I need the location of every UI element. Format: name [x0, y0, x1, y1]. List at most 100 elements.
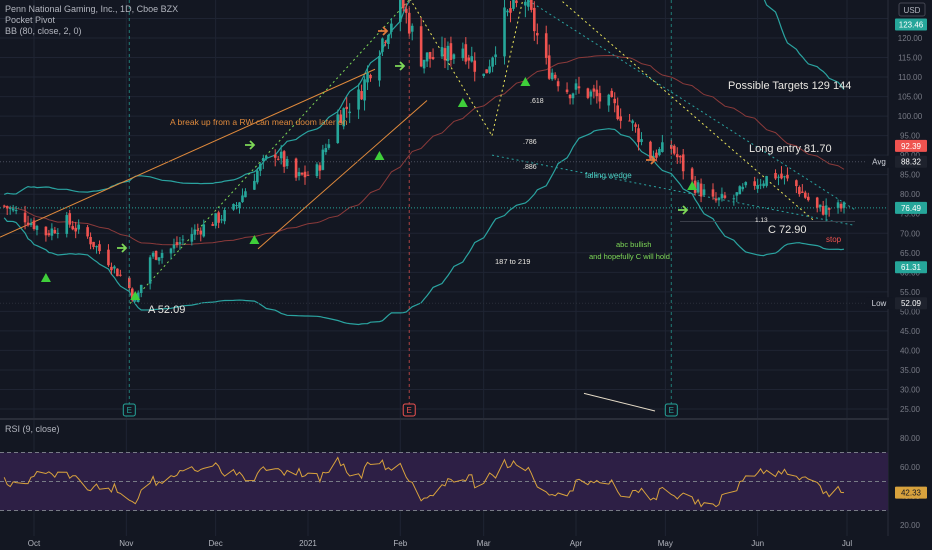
- pivot-triangle: [40, 273, 51, 282]
- pivot-triangle: [374, 151, 385, 160]
- candle-body: [821, 206, 825, 215]
- orange-arrow-2: [646, 155, 657, 165]
- candle-body: [678, 155, 682, 158]
- rising-wedge-upper: [0, 68, 376, 238]
- bb-lower-line: [3, 128, 845, 326]
- symbol-title[interactable]: Penn National Gaming, Inc., 1D, Cboe BZX: [5, 4, 179, 14]
- candle-body: [774, 173, 777, 179]
- rsi-legend[interactable]: RSI (9, close): [5, 424, 60, 434]
- indicator-bollinger[interactable]: BB (80, close, 2, 0): [5, 26, 82, 36]
- candle-body: [321, 149, 325, 170]
- candle-body: [815, 197, 819, 208]
- earnings-badge: [122, 403, 136, 417]
- pivot-triangle: [520, 77, 531, 86]
- bb-basis-line: [4, 54, 845, 246]
- price-tick: 100.00: [898, 112, 923, 121]
- price-label: 123.46: [899, 20, 924, 29]
- candle-body: [297, 172, 301, 177]
- price-tag: Low: [872, 299, 887, 308]
- price-label: 61.31: [901, 263, 922, 272]
- candle-body: [461, 48, 465, 59]
- candle-body: [2, 205, 6, 207]
- candle-body: [824, 205, 828, 215]
- candle-body: [285, 159, 289, 167]
- time-axis: Oct Nov Dec 2021 Feb Mar Apr May Jun Jul: [0, 536, 932, 550]
- price-tick: 90.00: [900, 151, 921, 160]
- candle-body: [232, 203, 235, 210]
- candle-body: [366, 72, 369, 83]
- candle-body: [801, 191, 804, 193]
- time-tick: Oct: [28, 539, 41, 548]
- price-label-box: [895, 18, 927, 31]
- green-arrow: [245, 140, 256, 150]
- candle-body: [199, 230, 203, 235]
- rsi-current-box: [895, 486, 927, 499]
- candle-body: [798, 187, 801, 195]
- currency-box: [898, 2, 926, 17]
- candle-body: [369, 74, 372, 79]
- candle-body: [631, 120, 634, 124]
- note-range: 187 to 219: [495, 257, 530, 266]
- candle-body: [256, 170, 259, 183]
- candle-body: [160, 253, 164, 258]
- candle-body: [533, 7, 536, 32]
- currency-label: USD: [904, 6, 921, 15]
- candle-body: [50, 228, 54, 236]
- time-tick: Apr: [570, 539, 583, 548]
- candle-body: [262, 158, 265, 161]
- note-breakup: A break up from a RW can mean doom later…: [170, 117, 348, 127]
- candle-body: [586, 88, 590, 98]
- candle-body: [467, 57, 471, 61]
- rsi-pane: [0, 452, 888, 511]
- candle-body: [780, 173, 783, 179]
- candle-body: [339, 114, 343, 124]
- candle-body: [655, 152, 658, 158]
- candle-body: [175, 242, 179, 245]
- rsi-current-label: 42.33: [901, 489, 922, 498]
- candle-body: [384, 41, 387, 43]
- candle-body: [842, 202, 846, 208]
- candle-body: [360, 91, 363, 100]
- price-tick: 75.00: [900, 210, 921, 219]
- price-tick: 50.00: [900, 307, 921, 316]
- price-tag-box: [866, 155, 893, 168]
- candle-body: [193, 229, 197, 235]
- trendlines: [0, 0, 888, 412]
- candle-body: [181, 239, 185, 241]
- candle-body: [44, 226, 48, 236]
- candle-body: [133, 300, 137, 302]
- falling-wedge-upper: [526, 0, 856, 211]
- candle-body: [110, 266, 113, 271]
- orange-arrow-1: [378, 26, 389, 36]
- candle-body: [658, 149, 661, 156]
- price-label-box: [895, 201, 927, 214]
- time-tick: Jun: [751, 539, 764, 548]
- candle-body: [488, 66, 491, 73]
- candle-body: [387, 35, 390, 44]
- price-axis: USD 25.00 30.00 35.00 40.00 45.00 50.00 55.00 60…: [866, 0, 932, 550]
- indicator-pocket-pivot[interactable]: Pocket Pivot: [5, 15, 56, 25]
- price-tick: 120.00: [898, 34, 923, 43]
- candle-body: [244, 191, 247, 198]
- note-fib-786: .786: [523, 139, 537, 146]
- candle-body: [5, 206, 9, 209]
- price-tick: 35.00: [900, 366, 921, 375]
- candle-body: [795, 180, 798, 187]
- candle-body: [139, 284, 143, 293]
- pivot-triangle: [249, 235, 260, 244]
- pivot-markers: [40, 26, 698, 300]
- candle-body: [446, 45, 450, 62]
- candle-body: [619, 116, 622, 121]
- candle-body: [300, 172, 304, 175]
- pivot-triangle: [130, 291, 141, 300]
- candle-body: [410, 25, 414, 32]
- price-label-box: [895, 139, 927, 152]
- candle-body: [515, 0, 518, 3]
- candle-body: [592, 88, 596, 92]
- price-tick: 110.00: [898, 73, 922, 82]
- price-tick: 115.00: [898, 54, 922, 63]
- earnings-label: E: [669, 406, 674, 415]
- candle-body: [616, 105, 619, 120]
- earnings-label: E: [127, 406, 132, 415]
